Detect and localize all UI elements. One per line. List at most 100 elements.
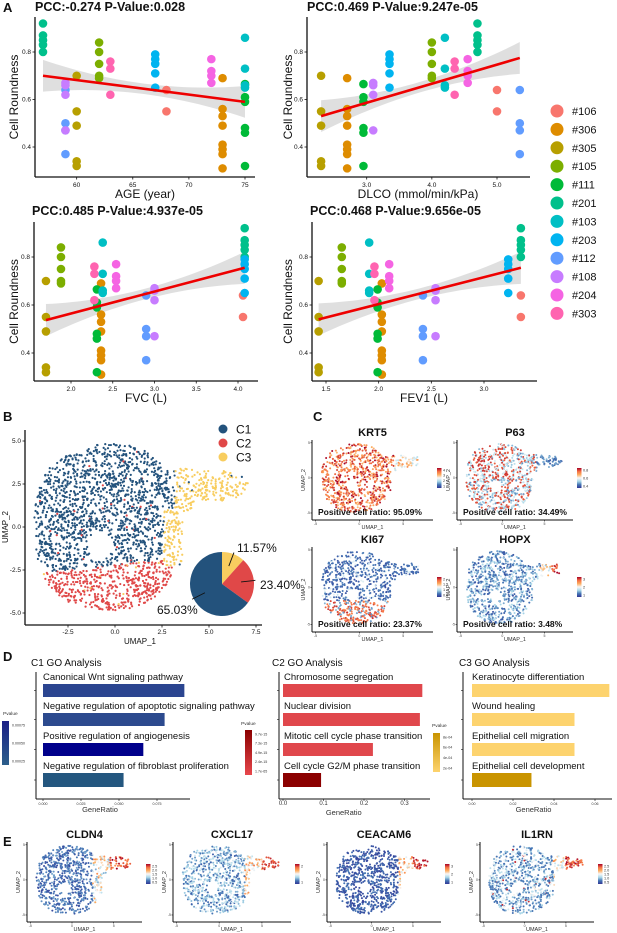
cell-point xyxy=(351,561,354,564)
x-tick-label: 1.5 xyxy=(321,386,330,393)
cell-point xyxy=(78,486,81,489)
cell-point xyxy=(59,559,63,562)
cell-point xyxy=(334,567,337,570)
cell-point xyxy=(499,447,502,450)
cell-point xyxy=(44,526,47,529)
cell-point xyxy=(161,523,165,526)
cell-point xyxy=(65,529,69,532)
cell-point xyxy=(499,501,502,504)
cell-point xyxy=(46,525,49,528)
cell-point xyxy=(539,456,542,459)
cell-point xyxy=(504,454,507,457)
cell-point xyxy=(34,504,37,507)
data-point xyxy=(218,164,227,173)
cell-point xyxy=(134,570,137,573)
cell-point xyxy=(117,481,120,484)
cell-point xyxy=(326,603,329,606)
cell-point xyxy=(372,474,375,477)
cell-point xyxy=(214,480,217,483)
cell-point xyxy=(411,459,414,462)
cell-point xyxy=(524,461,527,464)
cell-point xyxy=(175,490,178,493)
cell-point xyxy=(126,579,129,582)
cell-point xyxy=(324,570,327,573)
cell-point xyxy=(339,455,342,458)
cell-point xyxy=(153,529,157,532)
cell-point xyxy=(49,478,52,481)
cell-point xyxy=(135,562,138,565)
cell-point xyxy=(486,493,489,496)
cell-point xyxy=(154,561,157,565)
cell-point xyxy=(358,489,361,492)
cell-point xyxy=(82,525,85,528)
cell-point xyxy=(45,488,48,492)
cell-point xyxy=(42,489,46,492)
cell-point xyxy=(508,460,511,463)
cell-point xyxy=(486,490,489,493)
cell-point xyxy=(117,483,120,486)
data-point xyxy=(98,288,108,298)
cell-point xyxy=(395,571,398,574)
cell-point xyxy=(56,532,59,535)
cell-point xyxy=(37,505,40,508)
cell-point xyxy=(494,466,497,469)
scatter-plot-dlco: PCC:0.469 P-Value:9.247e-053.0 4.0 5.00.40… xyxy=(281,0,530,201)
cell-point xyxy=(94,473,97,476)
cell-point xyxy=(370,607,373,610)
data-point xyxy=(38,19,48,28)
cell-point xyxy=(126,532,129,535)
cell-point xyxy=(143,554,146,557)
cell-point xyxy=(374,464,377,467)
cell-point xyxy=(140,472,143,476)
cell-point xyxy=(146,490,149,494)
cell-point xyxy=(364,448,367,451)
cell-point xyxy=(535,454,538,457)
cell-point xyxy=(385,463,388,466)
cell-point xyxy=(143,460,146,463)
cell-point xyxy=(364,461,367,464)
cell-point xyxy=(55,476,59,479)
cell-point xyxy=(50,527,53,530)
cell-point xyxy=(99,498,102,501)
cell-point xyxy=(493,499,496,502)
cell-point xyxy=(178,563,181,566)
data-point xyxy=(207,78,216,88)
cell-point xyxy=(144,585,147,588)
cell-point xyxy=(56,494,59,497)
cell-point xyxy=(54,530,57,534)
cell-point xyxy=(189,490,192,493)
cell-point xyxy=(343,560,346,563)
cell-point xyxy=(68,493,71,496)
cell-point xyxy=(110,486,113,489)
cell-point xyxy=(364,509,367,512)
x-tick-label: 7.5 xyxy=(251,629,260,636)
cell-point xyxy=(532,457,535,460)
cell-point xyxy=(332,606,335,609)
cell-point xyxy=(390,461,393,464)
cell-point xyxy=(511,488,514,491)
cell-point xyxy=(370,579,373,582)
cell-point xyxy=(123,470,126,473)
cell-point xyxy=(373,584,376,587)
cell-point xyxy=(375,471,378,474)
cell-point xyxy=(133,559,136,563)
data-point xyxy=(98,269,108,279)
cell-point xyxy=(172,558,175,561)
plot-title: PCC:0.469 P-Value:9.247e-05 xyxy=(307,0,478,14)
cell-point xyxy=(359,497,362,500)
data-point xyxy=(41,276,51,286)
cell-point xyxy=(482,489,485,492)
cell-point xyxy=(473,473,476,476)
cell-point xyxy=(67,514,70,517)
cell-point xyxy=(517,500,520,503)
cell-point xyxy=(165,510,168,514)
cell-point xyxy=(527,459,530,462)
cell-point xyxy=(151,543,154,546)
cell-point xyxy=(174,470,177,473)
cell-point xyxy=(150,597,153,600)
cell-point xyxy=(170,520,173,523)
cell-point xyxy=(340,585,343,588)
cell-point xyxy=(180,469,183,472)
cell-point xyxy=(345,452,348,455)
cell-point xyxy=(529,489,532,492)
